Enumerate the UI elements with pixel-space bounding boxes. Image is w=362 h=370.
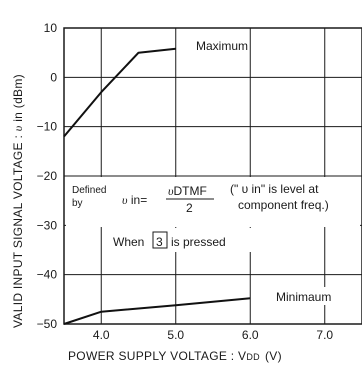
y-tick-label-6: −50 <box>37 317 58 331</box>
annotation-backdrop <box>66 177 360 227</box>
key-3-box <box>152 231 168 249</box>
y-tick-label-5: −40 <box>37 268 58 282</box>
formula-denominator: 2 <box>186 201 193 215</box>
x-tick-label-1: 5.0 <box>167 328 184 342</box>
x-tick-label-3: 7.0 <box>316 328 333 342</box>
key-3-label: 3 <box>156 235 163 249</box>
x-axis-label: POWER SUPPLY VOLTAGE : VDD (V) <box>68 349 282 363</box>
grid <box>64 28 362 324</box>
formula-numerator: υDTMF <box>168 184 207 198</box>
series <box>63 47 251 325</box>
ticks: 10 0 −10 −20 −30 −40 −50 4.0 5.0 6.0 7.0 <box>37 21 334 342</box>
minimum-label-box <box>273 287 349 305</box>
series-label-minimum: Minimaum <box>276 290 331 304</box>
when-rest-label: is pressed <box>171 235 226 249</box>
y-tick-label-1: 0 <box>50 70 57 84</box>
defined-label-line2: by <box>72 198 83 209</box>
series-line-0 <box>63 47 176 138</box>
level-note-line1: (" υ in" is level at <box>230 182 319 196</box>
x-tick-label-0: 4.0 <box>93 328 110 342</box>
y-axis-label: VALID INPUT SIGNAL VOLTAGE : υ in (dBm) <box>11 74 25 328</box>
x-tick-label-2: 6.0 <box>242 328 259 342</box>
series-line-1 <box>63 297 251 325</box>
y-tick-label-2: −10 <box>37 120 58 134</box>
y-tick-label-3: −20 <box>37 169 58 183</box>
when-backdrop <box>108 228 260 252</box>
level-note-line2: component freq.) <box>238 198 329 212</box>
defined-label-line1: Defined <box>72 185 106 196</box>
when-label: When <box>113 235 144 249</box>
y-tick-label-0: 10 <box>44 21 58 35</box>
formula-lhs: υ in= <box>122 193 147 207</box>
series-label-maximum: Maximum <box>196 39 248 53</box>
y-tick-label-4: −30 <box>37 218 58 232</box>
